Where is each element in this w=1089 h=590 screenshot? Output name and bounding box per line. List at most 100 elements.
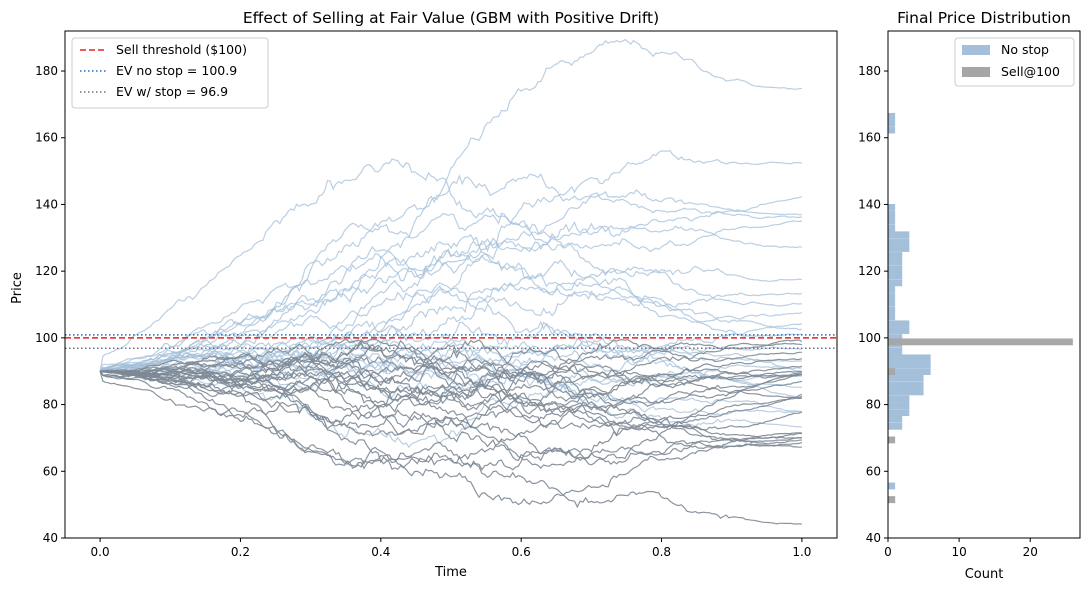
no-stop-bar [888,238,910,246]
x-tick-label: 0.0 [91,545,110,559]
y-tick-label: 180 [35,64,58,78]
sell-path [100,370,802,462]
sell-path [100,368,802,525]
x-tick-label: 1.0 [792,545,811,559]
no-stop-bar [888,258,903,266]
no-stop-bar [888,224,896,232]
hist-legend: No stop Sell@100 [954,37,1075,87]
x-tick-label: 0.8 [652,545,671,559]
hist-y-tick-label: 140 [858,197,881,211]
sell-bar [888,436,896,444]
y-tick-label: 120 [35,264,58,278]
sell-path [100,338,802,442]
no-stop-path [99,212,802,372]
legend-box [71,37,269,109]
sell-path [99,370,802,470]
no-stop-bar [888,482,896,490]
no-stop-bar [888,204,896,211]
x-tick-label: 0.4 [371,545,390,559]
legend-label: EV w/ stop = 96.9 [116,84,228,99]
no-stop-bar [888,126,896,134]
x-tick-label: 0.2 [231,545,250,559]
hist-y-axis: 40 60 80 100 120 140 160 180 [858,64,888,545]
no-stop-path [100,339,803,376]
main-x-axis: 0.0 0.2 0.4 0.6 0.8 1.0 [91,538,811,559]
no-stop-bar [888,368,931,375]
sell-path [100,345,803,430]
hist-plot-frame [887,30,1081,539]
legend-label: EV no stop = 100.9 [116,63,237,78]
no-stop-bar [888,395,910,403]
y-tick-label: 160 [35,131,58,145]
no-stop-bar [888,211,896,218]
sell-bar [888,496,896,504]
no-stop-bar [888,299,896,307]
main-plot-frame [64,30,838,539]
no-stop-bar [888,306,896,314]
hist-y-tick-label: 120 [858,264,881,278]
no-stop-bar [888,279,903,287]
no-stop-bar [888,293,896,300]
y-tick-label: 140 [35,197,58,211]
main-plot-area [65,38,837,525]
sell-path [100,369,803,450]
no-stop-bar [888,119,896,127]
sell-bar [888,368,896,375]
no-stop-path [99,158,803,372]
hist-chart: Final Price Distribution 0 10 20 40 60 80 100… [858,9,1081,582]
sell-path [99,370,803,471]
no-stop-path [99,321,802,372]
no-stop-bar [888,334,903,341]
sell-path [99,353,802,445]
no-stop-bar [888,388,924,396]
no-stop-path [100,222,802,372]
hist-chart-title: Final Price Distribution [897,9,1071,27]
hist-legend-swatch [962,67,990,77]
sell-path [100,370,803,469]
x-tick-label: 0.6 [512,545,531,559]
no-stop-bar [888,272,903,280]
no-stop-bar [888,265,903,273]
no-stop-bar [888,112,896,120]
no-stop-bar [888,313,896,321]
hist-legend-swatch [962,45,990,55]
main-chart-title: Effect of Selling at Fair Value (GBM wit… [243,9,659,27]
main-x-axis-label: Time [434,565,467,580]
no-stop-bar [888,347,903,355]
hist-x-axis-label: Count [965,567,1004,582]
hist-y-tick-label: 160 [858,131,881,145]
no-stop-path [99,288,802,388]
hist-y-tick-label: 180 [858,64,881,78]
no-stop-bar [888,286,896,293]
sell-path [100,370,802,466]
hist-y-tick-label: 40 [866,531,881,545]
no-stop-bar [888,327,910,334]
no-stop-bar [888,361,931,368]
no-stop-bar [888,217,896,225]
no-stop-bar [888,381,924,389]
legend-label: Sell threshold ($100) [116,42,247,57]
no-stop-bar [888,402,910,409]
sell-path [100,342,802,388]
no-stop-bar [888,245,910,252]
no-stop-path [100,276,803,373]
hist-x-tick-label: 20 [1023,545,1038,559]
main-legend: Sell threshold ($100) EV no stop = 100.9 E… [71,37,269,109]
y-tick-label: 80 [43,398,58,412]
no-stop-path [99,172,803,372]
hist-y-tick-label: 80 [866,398,881,412]
no-stop-bar [888,252,903,259]
no-stop-bar [888,415,903,423]
y-tick-label: 60 [43,464,58,478]
hist-legend-label: Sell@100 [1001,64,1060,79]
hist-x-axis: 0 10 20 [884,538,1038,559]
no-stop-path [99,248,803,372]
no-stop-path [100,210,803,372]
main-y-axis-label: Price [10,272,25,304]
hist-y-tick-label: 60 [866,464,881,478]
hist-legend-label: No stop [1001,42,1049,57]
main-chart: Effect of Selling at Fair Value (GBM wit… [10,9,838,580]
no-stop-path [100,370,802,449]
no-stop-bar [888,374,924,382]
hist-x-tick-label: 10 [951,545,966,559]
